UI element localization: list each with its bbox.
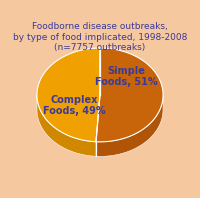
Ellipse shape	[37, 63, 163, 156]
Polygon shape	[96, 95, 163, 156]
Polygon shape	[37, 95, 96, 156]
Polygon shape	[96, 48, 163, 142]
Text: Complex
Foods, 49%: Complex Foods, 49%	[43, 95, 105, 116]
Text: Simple
Foods, 51%: Simple Foods, 51%	[95, 66, 157, 87]
Polygon shape	[37, 48, 100, 142]
Text: Foodborne disease outbreaks,
by type of food implicated, 1998-2008
(n=7757 outbr: Foodborne disease outbreaks, by type of …	[13, 22, 187, 52]
